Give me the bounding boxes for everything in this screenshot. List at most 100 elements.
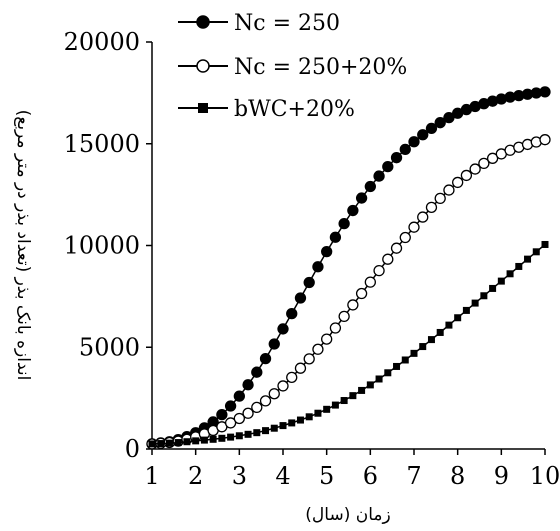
data-point-nc-250 [355,192,368,204]
legend-item-nc-250: Nc = 250 [178,11,340,36]
x-tick-group: 1 2 3 4 5 6 7 8 9 10 [144,449,560,490]
legend-item-bwc-20: bWC+20% [178,97,355,122]
legend: Nc = 250 Nc = 250+20% bWC+20% [178,11,407,122]
data-point-nc-250 [277,323,289,335]
x-tick-label: 8 [450,462,465,490]
y-tick-label: 0 [125,435,140,463]
data-point-nc-250-20 [469,163,481,175]
data-point-nc-250-20 [452,176,464,189]
data-point-nc-250-20 [329,322,342,334]
x-tick-label: 6 [363,462,378,490]
x-axis-title: زمان (سال) [305,505,390,525]
data-point-nc-250 [408,136,420,148]
data-point-nc-250 [303,276,315,289]
data-point-bwc-20 [340,397,348,405]
y-tick-label: 5000 [79,333,140,361]
x-tick-label: 2 [188,462,203,490]
data-point-bwc-20 [419,343,427,351]
data-point-nc-250 [233,390,245,402]
data-point-bwc-20 [358,386,366,394]
data-point-bwc-20 [227,433,235,441]
data-point-nc-250-20 [303,353,315,365]
series-line-bwc-20 [151,243,546,445]
data-point-bwc-20 [524,255,532,263]
data-point-bwc-20 [532,248,540,256]
data-point-bwc-20 [148,440,156,448]
data-point-bwc-20 [218,434,226,442]
data-point-nc-250-20 [373,264,385,277]
data-point-nc-250 [329,231,342,243]
data-point-bwc-20 [244,430,252,438]
data-point-bwc-20 [157,440,165,448]
data-point-bwc-20 [506,270,514,278]
data-point-bwc-20 [462,306,470,314]
x-tick-label: 7 [406,462,421,490]
data-point-nc-250-20 [355,287,368,300]
data-point-nc-250-20 [399,231,411,244]
legend-marker-nc-250 [196,15,210,29]
data-point-bwc-20 [314,409,322,417]
data-point-nc-250 [347,204,359,217]
data-point-nc-250-20 [382,253,394,265]
data-point-nc-250-20 [434,192,446,205]
data-point-nc-250 [242,379,254,391]
data-point-nc-250-20 [539,134,551,146]
data-point-nc-250 [382,160,394,173]
data-point-nc-250-20 [312,343,324,355]
data-point-bwc-20 [200,436,208,444]
data-point-bwc-20 [305,413,313,421]
data-point-nc-250-20 [478,157,490,170]
data-point-bwc-20 [497,277,505,285]
legend-label-bwc-20: bWC+20% [234,97,355,122]
legend-item-nc-250-20: Nc = 250+20% [178,55,407,80]
data-point-nc-250 [268,338,280,350]
y-tick-group: 0 5000 10000 15000 20000 [64,28,152,463]
data-point-bwc-20 [296,416,304,424]
data-point-nc-250-20 [259,395,272,407]
data-point-bwc-20 [174,439,182,447]
data-point-nc-250-20 [321,333,333,345]
data-point-nc-250-20 [242,407,254,419]
series-layer [146,86,551,450]
data-point-bwc-20 [253,429,261,437]
data-point-bwc-20 [384,369,392,377]
data-point-nc-250 [216,408,228,421]
data-point-nc-250 [321,245,333,258]
data-point-nc-250-20 [233,412,245,425]
data-point-nc-250-20 [224,417,237,429]
data-point-bwc-20 [366,381,374,389]
data-point-nc-250 [338,217,350,230]
x-tick-label: 1 [144,462,159,490]
y-tick-label: 10000 [64,232,140,260]
series-line-nc-250 [151,91,546,445]
data-point-bwc-20 [393,362,401,370]
data-point-bwc-20 [436,328,444,336]
data-point-bwc-20 [410,349,418,357]
data-point-nc-250 [251,366,263,378]
data-point-nc-250 [373,170,385,182]
x-tick-label: 10 [530,462,560,490]
data-point-bwc-20 [235,432,243,440]
data-point-nc-250 [294,292,307,304]
legend-marker-bwc-20 [198,103,208,113]
x-tick-label: 4 [275,462,290,490]
data-point-nc-250-20 [460,169,473,182]
data-point-bwc-20 [165,439,173,447]
data-point-nc-250-20 [486,152,499,164]
data-point-bwc-20 [541,240,549,248]
data-point-bwc-20 [375,375,383,383]
data-point-nc-250-20 [443,184,455,196]
data-point-bwc-20 [192,437,200,445]
data-point-bwc-20 [489,284,497,292]
data-point-bwc-20 [270,424,278,432]
data-point-nc-250-20 [408,221,420,233]
data-point-nc-250 [417,129,429,141]
data-point-bwc-20 [427,336,435,344]
data-point-nc-250 [259,353,272,365]
data-point-nc-250-20 [347,299,359,311]
data-point-bwc-20 [445,321,453,329]
data-point-nc-250 [425,122,438,135]
legend-marker-nc-250-20 [196,59,210,73]
data-point-nc-250-20 [286,371,298,384]
